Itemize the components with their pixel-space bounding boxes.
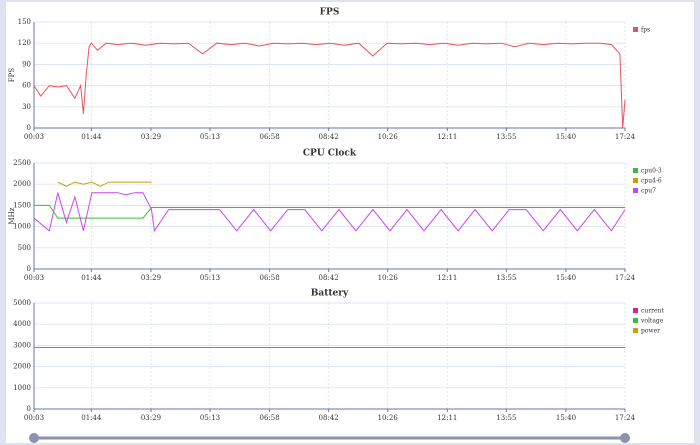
y-tick-label: 4000 (13, 320, 31, 328)
legend-label: voltage (640, 318, 664, 325)
y-tick-label: 0 (27, 265, 31, 273)
legend-label: cpu0-3 (641, 168, 662, 175)
x-tick-label: 12:11 (437, 414, 457, 422)
x-tick-label: 12:11 (437, 274, 457, 282)
legend-swatch (633, 188, 638, 193)
y-tick-label: 1500 (13, 201, 31, 209)
y-tick-label: 120 (18, 39, 31, 47)
x-tick-label: 17:24 (615, 274, 636, 282)
series-line (33, 192, 626, 233)
x-tick-label: 08:42 (319, 274, 339, 282)
x-tick-label: 08:42 (319, 133, 339, 141)
legend-swatch (633, 168, 638, 173)
y-tick-label: 1000 (13, 223, 31, 231)
x-tick-label: 13:55 (496, 133, 516, 141)
legend-label: power (641, 328, 660, 335)
series-line (34, 204, 625, 219)
x-tick-label: 00:03 (24, 133, 44, 141)
legend-label: fps (641, 27, 650, 34)
legend-swatch (633, 27, 638, 32)
x-tick-label: 13:55 (496, 274, 516, 282)
legend-swatch (633, 178, 638, 183)
series-line (33, 42, 626, 129)
y-tick-label: 5000 (13, 299, 31, 307)
legend-label: cpu7 (641, 188, 656, 195)
x-tick-label: 06:58 (260, 414, 280, 422)
y-tick-label: 150 (18, 18, 31, 26)
y-tick-label: 30 (22, 103, 31, 111)
x-tick-label: 00:03 (24, 274, 44, 282)
x-tick-label: 12:11 (437, 133, 457, 141)
y-tick-label: 90 (22, 60, 31, 68)
panel-background (6, 2, 694, 443)
chart-title: Battery (311, 289, 349, 299)
y-tick-label: 2000 (13, 363, 31, 371)
x-tick-label: 01:44 (81, 274, 102, 282)
series-line (57, 181, 152, 187)
x-tick-label: 05:13 (200, 133, 220, 141)
y-tick-label: 2500 (13, 159, 31, 167)
x-tick-label: 00:03 (24, 414, 44, 422)
legend-label: cpu4-6 (641, 178, 662, 185)
chart-title: FPS (320, 8, 340, 18)
y-tick-label: 500 (18, 244, 31, 252)
x-tick-label: 15:40 (556, 133, 576, 141)
chart-title: CPU Clock (303, 149, 357, 159)
legend-swatch (633, 328, 638, 333)
x-tick-label: 15:40 (556, 414, 576, 422)
x-tick-label: 08:42 (319, 414, 339, 422)
y-tick-label: 2000 (13, 180, 31, 188)
y-tick-label: 1000 (13, 384, 31, 392)
legend-label: current (641, 308, 664, 315)
x-tick-label: 03:29 (141, 133, 161, 141)
y-axis-label: FPS (8, 68, 16, 83)
x-tick-label: 06:58 (260, 133, 280, 141)
x-tick-label: 10:26 (378, 414, 399, 422)
y-tick-label: 60 (22, 82, 31, 90)
y-tick-label: 0 (27, 124, 31, 132)
x-tick-label: 01:44 (81, 133, 102, 141)
x-tick-label: 17:24 (615, 133, 636, 141)
range-slider-handle[interactable] (29, 433, 39, 443)
x-tick-label: 03:29 (141, 414, 161, 422)
x-tick-label: 13:55 (496, 414, 516, 422)
x-tick-label: 10:26 (378, 133, 399, 141)
range-slider-handle[interactable] (620, 433, 630, 443)
y-tick-label: 0 (27, 405, 31, 413)
legend-swatch (633, 318, 638, 323)
legend-swatch (633, 308, 638, 313)
x-tick-label: 03:29 (141, 274, 161, 282)
y-axis-label: MHz (8, 207, 16, 224)
x-tick-label: 15:40 (556, 274, 576, 282)
x-tick-label: 05:13 (200, 274, 220, 282)
y-tick-label: 3000 (13, 341, 31, 349)
x-tick-label: 06:58 (260, 274, 280, 282)
x-tick-label: 10:26 (378, 274, 399, 282)
x-tick-label: 05:13 (200, 414, 220, 422)
x-tick-label: 01:44 (81, 414, 102, 422)
x-tick-label: 17:24 (615, 414, 636, 422)
